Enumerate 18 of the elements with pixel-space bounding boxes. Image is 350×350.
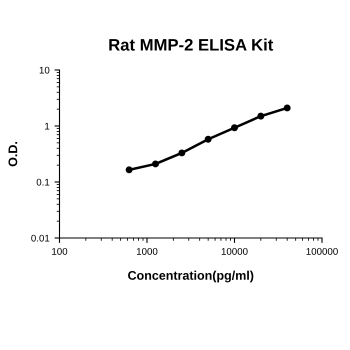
chart-title: Rat MMP-2 ELISA Kit [109, 38, 274, 51]
x-tick-label: 100 [52, 248, 68, 255]
x-tick-label: 1000 [136, 248, 158, 255]
y-tick-label: 0.1 [36, 178, 50, 186]
point [231, 124, 238, 132]
point [126, 166, 133, 174]
y-tick-label: 0.01 [31, 234, 50, 242]
y-tick-label: 1 [45, 122, 50, 130]
point [257, 112, 264, 120]
point [178, 149, 186, 156]
point [152, 160, 159, 168]
x-axis-title: Concentration(pg/ml) [128, 270, 254, 282]
y-axis-title: O.D. [8, 142, 18, 166]
y-tick-label: 10 [40, 66, 50, 74]
x-tick-label: 10000 [222, 248, 248, 255]
point [204, 136, 212, 143]
x-tick-label: 100000 [306, 248, 338, 255]
point [284, 104, 291, 112]
